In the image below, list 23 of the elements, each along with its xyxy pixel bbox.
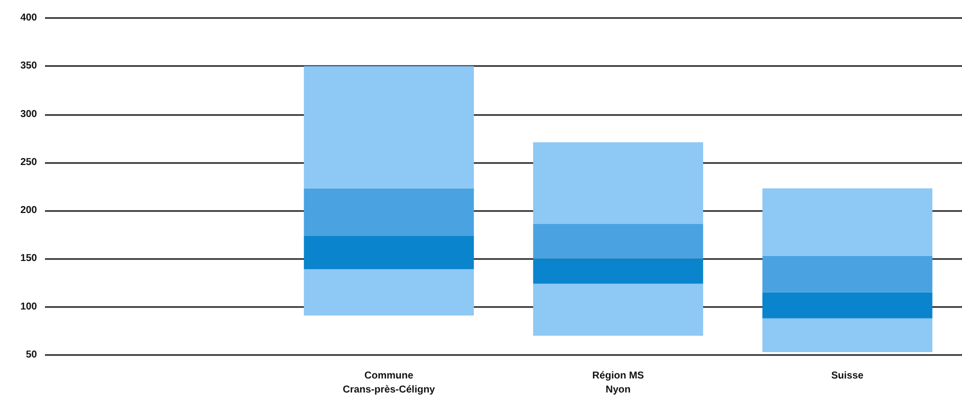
y-tick-label: 350 bbox=[20, 60, 38, 72]
bar bbox=[304, 66, 474, 188]
bar bbox=[762, 188, 932, 256]
x-tick-label: Commune Crans-près-Céligny bbox=[342, 370, 436, 396]
bar bbox=[533, 224, 704, 259]
y-tick-label: 150 bbox=[20, 253, 38, 264]
bar bbox=[304, 269, 474, 316]
x-tick-label: Région MS Nyon bbox=[592, 370, 644, 396]
bar bbox=[533, 142, 704, 224]
y-tick-label: 100 bbox=[20, 301, 38, 312]
y-tick-label: 300 bbox=[20, 108, 38, 120]
x-tick-label: Suisse bbox=[831, 370, 864, 382]
bar bbox=[762, 256, 932, 292]
bar bbox=[304, 236, 474, 270]
y-tick-label: 200 bbox=[20, 205, 38, 216]
y-tick-label: 50 bbox=[26, 350, 38, 360]
bar bbox=[304, 188, 474, 236]
y-tick-label: 250 bbox=[20, 156, 38, 168]
bar bbox=[762, 292, 932, 318]
bar bbox=[533, 284, 704, 336]
y-tick-label: 400 bbox=[20, 12, 38, 24]
bar bbox=[762, 318, 932, 352]
bar bbox=[533, 258, 704, 284]
